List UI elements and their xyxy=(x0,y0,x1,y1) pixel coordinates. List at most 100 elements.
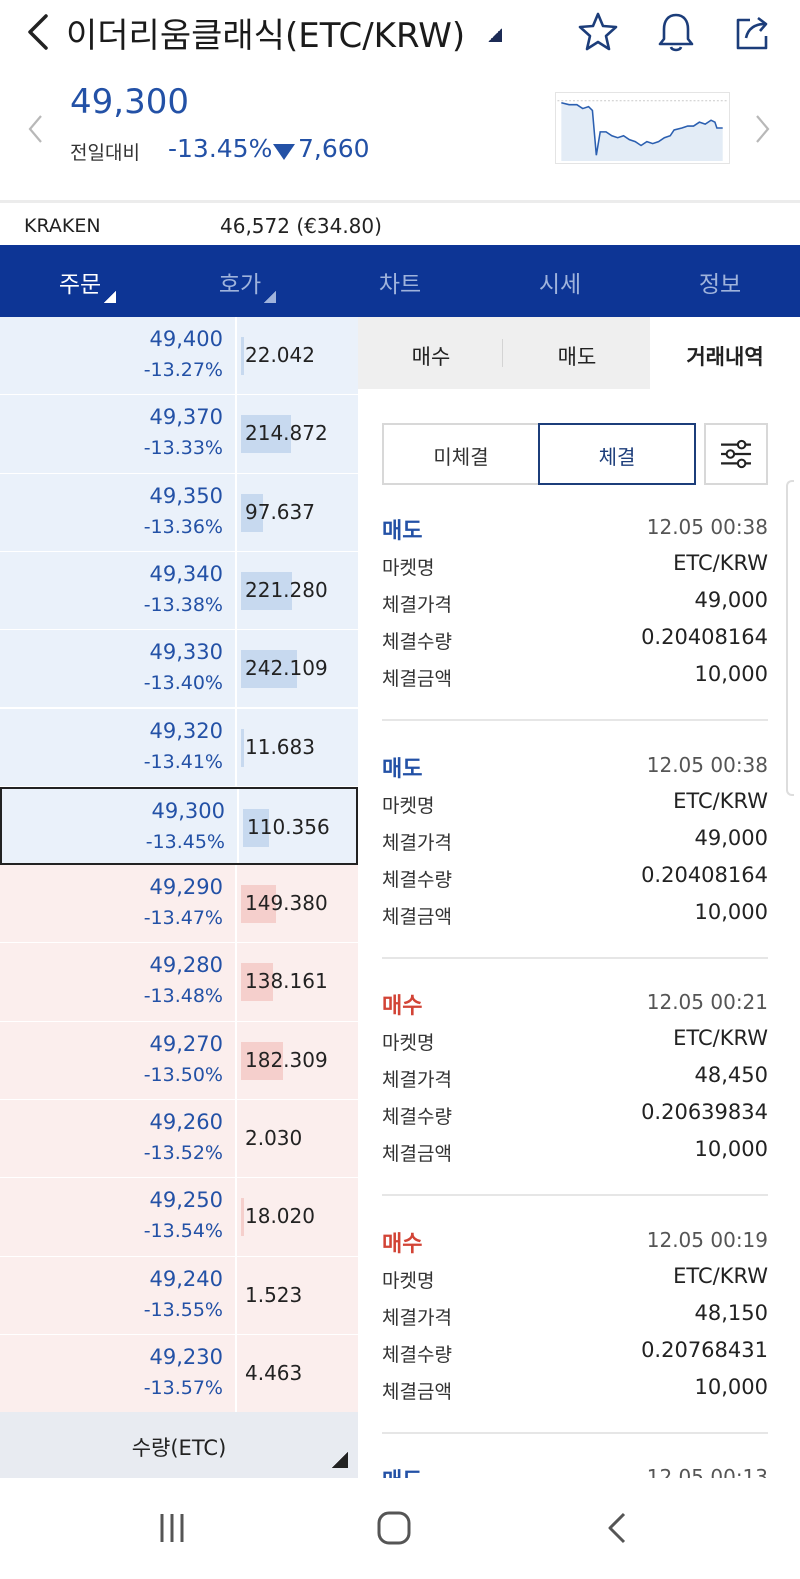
orderbook-price-cell[interactable]: 49,370 -13.33% xyxy=(0,395,237,473)
filter-settings-icon[interactable] xyxy=(704,423,768,485)
tab-order[interactable]: 주문 xyxy=(0,245,160,317)
orderbook-rate: -13.50% xyxy=(143,1063,223,1086)
mini-price-chart[interactable] xyxy=(555,92,730,164)
orderbook-quantity: 149.380 xyxy=(245,891,328,916)
subtab-buy[interactable]: 매수 xyxy=(358,317,504,389)
tab-label: 시세 xyxy=(538,272,582,298)
orderbook-price-cell[interactable]: 49,270 -13.50% xyxy=(0,1021,237,1099)
subtab-label: 매도 xyxy=(557,345,597,369)
orderbook-volume-bar xyxy=(243,808,269,847)
share-icon[interactable] xyxy=(730,10,774,54)
orderbook-volume-bar xyxy=(241,415,291,454)
tab-info[interactable]: 정보 xyxy=(640,245,800,317)
trade-time: 12.05 00:38 xyxy=(646,515,768,539)
trade-field-label: 체결금액 xyxy=(382,905,452,928)
trade-side-label: 매도 xyxy=(382,519,423,544)
panel-subtabs: 매수 매도 거래내역 xyxy=(358,317,800,389)
orderbook-price-cell[interactable]: 49,400 -13.27% xyxy=(0,317,237,395)
trade-history-item[interactable]: 매수 12.05 00:21 마켓명 ETC/KRW 체결가격 48,450 체결수량 0.2… xyxy=(382,988,768,1178)
orderbook-price: 49,240 xyxy=(149,1266,223,1291)
orderbook-row-current[interactable]: 49,300 -13.45% 110.356 xyxy=(0,786,358,866)
orderbook-price-cell[interactable]: 49,340 -13.38% xyxy=(0,551,237,630)
orderbook-row[interactable]: 49,370 -13.33% 214.872 xyxy=(0,395,358,474)
filter-unfilled-button[interactable]: 미체결 xyxy=(382,423,540,485)
bell-icon[interactable] xyxy=(654,10,698,54)
tab-corner-icon xyxy=(264,291,276,303)
orderbook-price-cell[interactable]: 49,330 -13.40% xyxy=(0,630,237,708)
trade-side-label: 매수 xyxy=(382,994,423,1019)
orderbook-price-cell[interactable]: 49,320 -13.41% xyxy=(0,708,237,786)
trade-history-item[interactable]: 매도 12.05 00:38 마켓명 ETC/KRW 체결가격 49,000 체결수량 0.2… xyxy=(382,513,768,703)
orderbook-row[interactable]: 49,340 -13.38% 221.280 xyxy=(0,551,358,631)
system-back-icon[interactable] xyxy=(596,1506,640,1550)
orderbook-quantity: 2.030 xyxy=(245,1126,303,1150)
trade-history-item[interactable]: 매도 12.05 00:38 마켓명 ETC/KRW 체결가격 49,000 체결수량 0.2… xyxy=(382,751,768,941)
orderbook-row[interactable]: 49,260 -13.52% 2.030 xyxy=(0,1100,358,1179)
trade-field-label: 체결가격 xyxy=(382,1069,452,1091)
change-rate: -13.45% xyxy=(168,134,273,163)
filter-label: 체결 xyxy=(598,445,636,469)
orderbook-rate: -13.45% xyxy=(145,830,225,853)
orderbook-row[interactable]: 49,250 -13.54% 18.020 xyxy=(0,1178,358,1257)
trade-market-value: ETC/KRW xyxy=(673,788,768,813)
trade-price-value: 48,450 xyxy=(694,1063,768,1087)
orderbook-price-cell[interactable]: 49,280 -13.48% xyxy=(0,943,237,1021)
trade-field-label: 체결수량 xyxy=(382,1343,452,1366)
subtab-label: 거래내역 xyxy=(686,345,764,369)
next-coin-icon[interactable] xyxy=(752,112,772,146)
tab-orderbook[interactable]: 호가 xyxy=(160,245,320,317)
orderbook-rate: -13.48% xyxy=(143,985,223,1008)
orderbook-price-cell[interactable]: 49,240 -13.55% xyxy=(0,1256,237,1334)
orderbook-volume-bar xyxy=(241,1198,244,1237)
trade-side-label: 매도 xyxy=(382,756,423,782)
orderbook-quantity: 1.523 xyxy=(245,1282,303,1307)
orderbook-price-cell[interactable]: 49,230 -13.57% xyxy=(0,1334,237,1413)
orderbook-row[interactable]: 49,320 -13.41% 11.683 xyxy=(0,708,358,787)
trade-amount-value: 10,000 xyxy=(694,899,768,924)
trade-time: 12.05 00:21 xyxy=(646,990,768,1014)
orderbook-quantity: 4.463 xyxy=(245,1360,303,1385)
orderbook-price-cell[interactable]: 49,260 -13.52% xyxy=(0,1100,237,1178)
trade-history-item[interactable]: 매수 12.05 00:19 마켓명 ETC/KRW 체결가격 48,150 체결수량 0.2… xyxy=(382,1226,768,1416)
orderbook-quantity: 221.280 xyxy=(245,577,328,602)
orderbook-row[interactable]: 49,280 -13.48% 138.161 xyxy=(0,943,358,1022)
orderbook-quantity: 22.042 xyxy=(245,343,315,367)
orderbook-row[interactable]: 49,400 -13.27% 22.042 xyxy=(0,317,358,396)
orderbook-row[interactable]: 49,240 -13.55% 1.523 xyxy=(0,1256,358,1335)
orderbook-volume-bar xyxy=(241,1041,283,1080)
subtab-history[interactable]: 거래내역 xyxy=(650,317,800,389)
orderbook-price-cell[interactable]: 49,350 -13.36% xyxy=(0,473,237,551)
page-title[interactable]: 이더리움클래식(ETC/KRW) xyxy=(66,16,466,56)
orderbook-price-cell[interactable]: 49,250 -13.54% xyxy=(0,1178,237,1256)
subtab-sell[interactable]: 매도 xyxy=(504,317,650,389)
tab-market-price[interactable]: 시세 xyxy=(480,245,640,317)
back-icon[interactable] xyxy=(22,10,56,54)
orderbook-price: 49,330 xyxy=(149,640,223,665)
order-book-footer[interactable]: 수량(ETC) xyxy=(0,1412,358,1478)
trade-field-label: 체결수량 xyxy=(382,1106,452,1128)
orderbook-price: 49,370 xyxy=(149,405,223,430)
home-icon[interactable] xyxy=(372,1506,416,1550)
subtab-label: 매수 xyxy=(411,345,451,369)
prev-coin-icon[interactable] xyxy=(26,112,46,146)
orderbook-price-cell[interactable]: 49,290 -13.47% xyxy=(0,865,237,943)
recent-apps-icon[interactable] xyxy=(150,1506,194,1550)
current-price: 49,300 xyxy=(70,82,189,122)
orderbook-row[interactable]: 49,330 -13.40% 242.109 xyxy=(0,630,358,709)
change-label: 전일대비 xyxy=(70,142,140,164)
trade-market-value: ETC/KRW xyxy=(673,551,768,575)
title-dropdown-icon[interactable] xyxy=(488,28,502,42)
filter-filled-button[interactable]: 체결 xyxy=(538,423,696,485)
orderbook-price-cell[interactable]: 49,300 -13.45% xyxy=(2,788,239,864)
trade-history-item[interactable]: 매도 12.05 00:13 xyxy=(382,1463,768,1478)
orderbook-row[interactable]: 49,350 -13.36% 97.637 xyxy=(0,473,358,552)
orderbook-rate: -13.40% xyxy=(143,672,223,695)
star-icon[interactable] xyxy=(576,10,620,54)
tab-chart[interactable]: 차트 xyxy=(320,245,480,317)
tab-label: 차트 xyxy=(378,272,422,298)
orderbook-row[interactable]: 49,290 -13.47% 149.380 xyxy=(0,865,358,944)
trade-price-value: 48,150 xyxy=(694,1300,768,1325)
orderbook-row[interactable]: 49,230 -13.57% 4.463 xyxy=(0,1334,358,1414)
orderbook-row[interactable]: 49,270 -13.50% 182.309 xyxy=(0,1021,358,1100)
scrollbar[interactable] xyxy=(786,480,794,796)
